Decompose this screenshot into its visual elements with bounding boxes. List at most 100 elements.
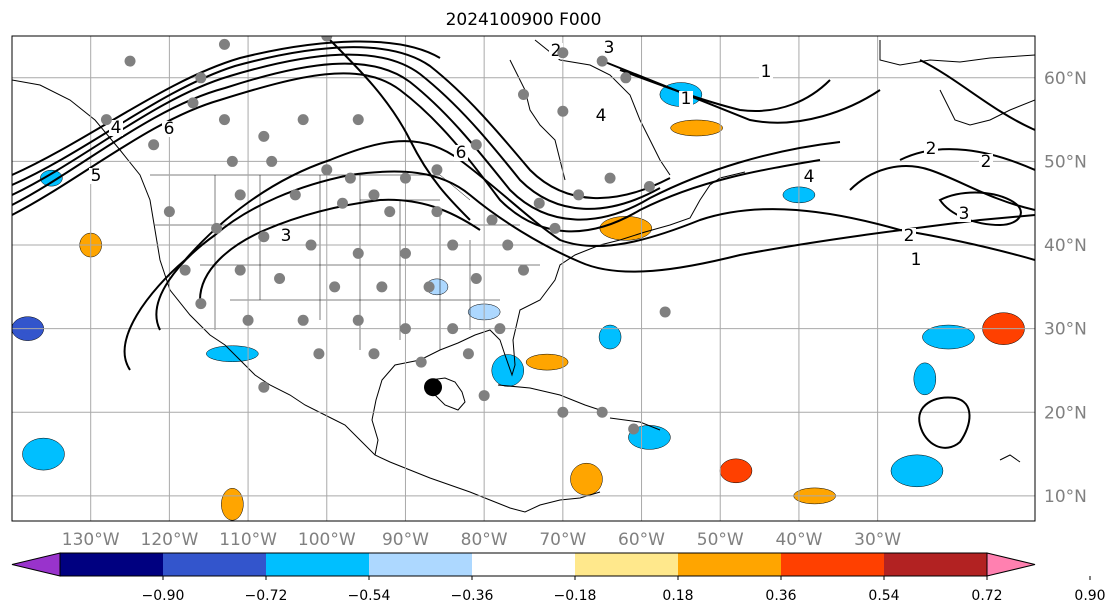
colorbar-tick-label: −0.90 (142, 588, 185, 604)
station-dot (399, 172, 411, 184)
station-dot (234, 189, 246, 201)
station-dot (518, 89, 529, 101)
station-dot (297, 114, 309, 126)
contour-label-bg (979, 154, 993, 170)
colorbar-segment (472, 553, 575, 576)
station-dot (573, 189, 585, 201)
colorbar (11, 552, 1036, 577)
longitude-tick-label: 60°W (618, 530, 665, 550)
station-dot (478, 390, 490, 402)
contour-label: 6 (164, 119, 175, 139)
contour-label-bg (679, 91, 693, 107)
shaded-anomaly-spot (890, 454, 944, 488)
station-dot (337, 197, 349, 209)
station-dot (659, 306, 671, 318)
shaded-anomaly-spot (22, 437, 65, 471)
station-dot (415, 356, 427, 368)
station-dot (218, 114, 230, 126)
longitude-tick-label: 50°W (697, 530, 744, 550)
station-dot (234, 264, 246, 276)
contour-label: 4 (596, 106, 607, 126)
colorbar-segment (884, 553, 987, 576)
station-dot (321, 164, 333, 176)
station-markers (100, 36, 671, 435)
station-dot (305, 239, 317, 251)
station-dot (179, 264, 191, 276)
contour-label-bg (454, 145, 468, 161)
station-dot (643, 181, 655, 193)
contour-label-bg (802, 169, 816, 185)
longitude-tick-label: 80°W (461, 530, 508, 550)
station-dot (344, 172, 356, 184)
shaded-anomalies (12, 82, 1025, 521)
colorbar-segment (163, 553, 266, 576)
colorbar-segment (575, 553, 678, 576)
station-dot (289, 189, 301, 201)
contour-label: 2 (926, 139, 937, 159)
station-dot (376, 281, 388, 293)
contour-label: 6 (456, 143, 467, 163)
storm-center-marker (424, 378, 443, 397)
station-dot (368, 348, 380, 360)
colorbar-segment (369, 553, 472, 576)
latitude-tick-label: 60°N (1044, 69, 1087, 89)
station-dot (163, 206, 175, 218)
station-dot (352, 314, 364, 326)
station-dot (470, 273, 482, 284)
colorbar-tick-label: 0.54 (868, 588, 899, 604)
contour-label-bg (924, 141, 938, 157)
contour-label: 2 (904, 226, 915, 246)
contour-label: 4 (804, 167, 815, 187)
contour-label-bg (89, 168, 103, 184)
colorbar-tick-label: 0.36 (765, 588, 796, 604)
station-dot (242, 314, 254, 326)
contour-label: 3 (959, 204, 970, 224)
station-dot (596, 55, 608, 67)
longitude-tick-label: 30°W (854, 530, 901, 550)
station-dot (258, 231, 270, 243)
contour-label: 2 (981, 152, 992, 172)
shaded-anomaly-spot (525, 353, 569, 371)
colorbar-tick-labels: −0.90 −0.72 −0.54 −0.36 −0.18 0.18 0.36 0.54 0.7… (142, 576, 1105, 604)
colorbar-tick-label: −0.18 (554, 588, 597, 604)
contour-label-bg (279, 228, 293, 244)
station-dot (628, 423, 640, 435)
colorbar-tick-label: −0.72 (245, 588, 288, 604)
station-dot (518, 264, 529, 276)
station-dot (557, 47, 569, 59)
station-dot (297, 314, 309, 326)
colorbar-segment (266, 553, 369, 576)
longitude-tick-label: 40°W (775, 530, 822, 550)
shaded-anomaly-spot (221, 488, 244, 521)
station-dot (533, 197, 545, 209)
coastlines (12, 39, 1035, 513)
colorbar-segment (781, 553, 884, 576)
map-frame (11, 35, 1036, 522)
latitude-tick-label: 20°N (1044, 403, 1087, 423)
shaded-anomaly-spot (599, 216, 653, 241)
station-dot (187, 97, 199, 109)
longitude-tick-label: 130°W (62, 530, 120, 550)
colorbar-tick-label: 0.72 (971, 588, 1002, 604)
station-dot (431, 206, 443, 218)
station-dot (124, 55, 136, 67)
station-dot (502, 239, 514, 251)
station-dot (494, 323, 506, 335)
shaded-anomaly-core (729, 466, 743, 476)
station-dot (100, 114, 112, 126)
station-dot (195, 72, 207, 84)
station-dot (321, 36, 333, 42)
station-dot (462, 348, 474, 360)
station-dot (604, 172, 616, 184)
colorbar-extend-low (11, 552, 61, 577)
station-dot (148, 139, 160, 151)
shaded-anomaly-spot (913, 362, 937, 396)
station-dot (384, 206, 396, 218)
colorbar-segment (678, 553, 781, 576)
contour-label: 3 (281, 226, 292, 246)
station-dot (620, 72, 632, 84)
station-dot (313, 348, 325, 360)
shaded-anomaly-spot (570, 462, 603, 496)
map-title: 2024100900 F000 (445, 10, 602, 30)
